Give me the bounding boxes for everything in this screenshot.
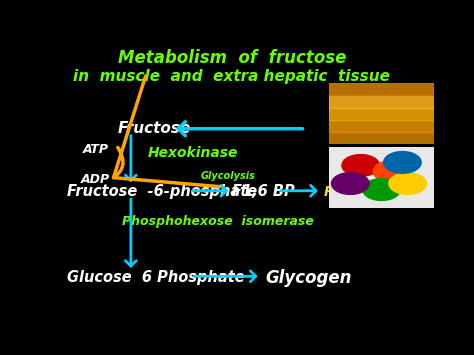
Bar [329, 108, 434, 120]
Bar [329, 83, 434, 95]
Text: in  muscle  and  extra hepatic  tissue: in muscle and extra hepatic tissue [73, 69, 391, 84]
Text: F1,6 BP: F1,6 BP [232, 184, 295, 199]
Circle shape [383, 152, 421, 173]
Bar [329, 95, 434, 108]
Text: Hexokinase: Hexokinase [147, 146, 238, 160]
FancyArrowPatch shape [113, 76, 220, 187]
Circle shape [331, 173, 369, 195]
Bar [329, 132, 434, 144]
Text: Metabolism  of  fructose: Metabolism of fructose [118, 49, 346, 67]
Text: Glucose  6 Phosphate: Glucose 6 Phosphate [66, 270, 244, 285]
Bar [329, 120, 434, 132]
Circle shape [389, 173, 427, 195]
Text: ADP: ADP [82, 173, 110, 186]
Circle shape [342, 154, 380, 176]
Text: Glycolysis: Glycolysis [201, 171, 255, 181]
Text: Glycogen: Glycogen [265, 269, 351, 287]
Text: ATP: ATP [83, 143, 109, 156]
Text: Pyruvate: Pyruvate [324, 185, 394, 198]
Text: Phosphohexose  isomerase: Phosphohexose isomerase [122, 215, 314, 228]
Circle shape [363, 179, 401, 201]
Text: Fructose: Fructose [118, 121, 191, 136]
Circle shape [373, 160, 411, 182]
Text: Fructose  -6-phosphate: Fructose -6-phosphate [66, 184, 257, 199]
